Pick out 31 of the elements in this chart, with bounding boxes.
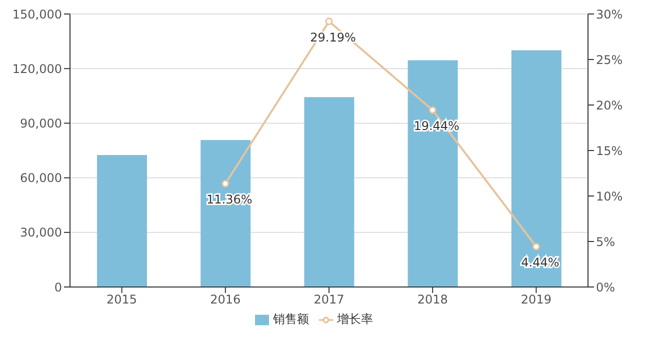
y2-tick-label: 30%	[596, 7, 623, 22]
y-tick-label: 30,000	[20, 226, 62, 240]
point	[532, 242, 540, 250]
bar	[408, 60, 458, 287]
y2-tick-label: 20%	[596, 98, 623, 112]
x-tick-label: 2019	[520, 292, 552, 307]
x-tick-label: 2016	[210, 292, 241, 307]
legend-label: 增长率	[337, 312, 373, 326]
x-tick-label: 2017	[314, 292, 344, 307]
y-tick-label: 60,000	[20, 171, 62, 186]
legend-label: 销售额	[273, 312, 309, 326]
y2-tick-label: 5%	[596, 234, 616, 249]
x-tick-label: 2015	[106, 292, 138, 307]
y2-tick-label: 15%	[596, 144, 623, 158]
data-label: 29.19%	[310, 30, 356, 44]
y2-tick-label: 25%	[596, 52, 623, 67]
bar	[200, 140, 251, 287]
bar	[511, 50, 562, 287]
y-tick-label: 90,000	[20, 116, 62, 130]
y-tick-label: 120,000	[12, 62, 62, 76]
bar	[97, 155, 147, 287]
point	[222, 180, 230, 188]
y2-tick-label: 0%	[596, 280, 616, 294]
point	[325, 18, 333, 26]
x-tick-label: 2018	[417, 292, 448, 307]
data-label: 4.44%	[521, 256, 560, 270]
y-tick-label: 0	[54, 280, 62, 294]
point	[428, 106, 436, 114]
bar	[304, 97, 354, 287]
y2-tick-label: 10%	[596, 189, 623, 204]
y-tick-label: 150,000	[12, 7, 62, 22]
